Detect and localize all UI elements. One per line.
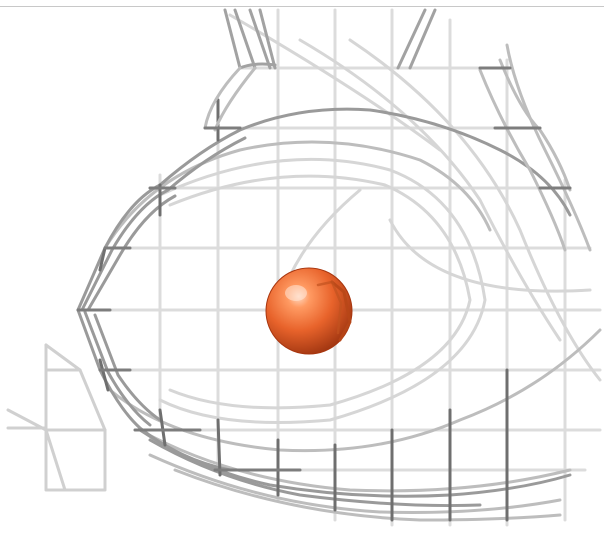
electron-density-mesh-back [76,8,602,527]
atom-sphere[interactable] [265,267,353,355]
electron-density-mesh-front [76,66,572,472]
viewport-top-border [0,6,604,7]
sphere-mesh-overlap-2 [316,280,343,335]
sphere-mesh-overlap [330,280,352,342]
sphere-highlight [285,285,307,301]
mesh-fragment-left [6,343,107,492]
electron-density-mesh-contours [103,13,602,522]
